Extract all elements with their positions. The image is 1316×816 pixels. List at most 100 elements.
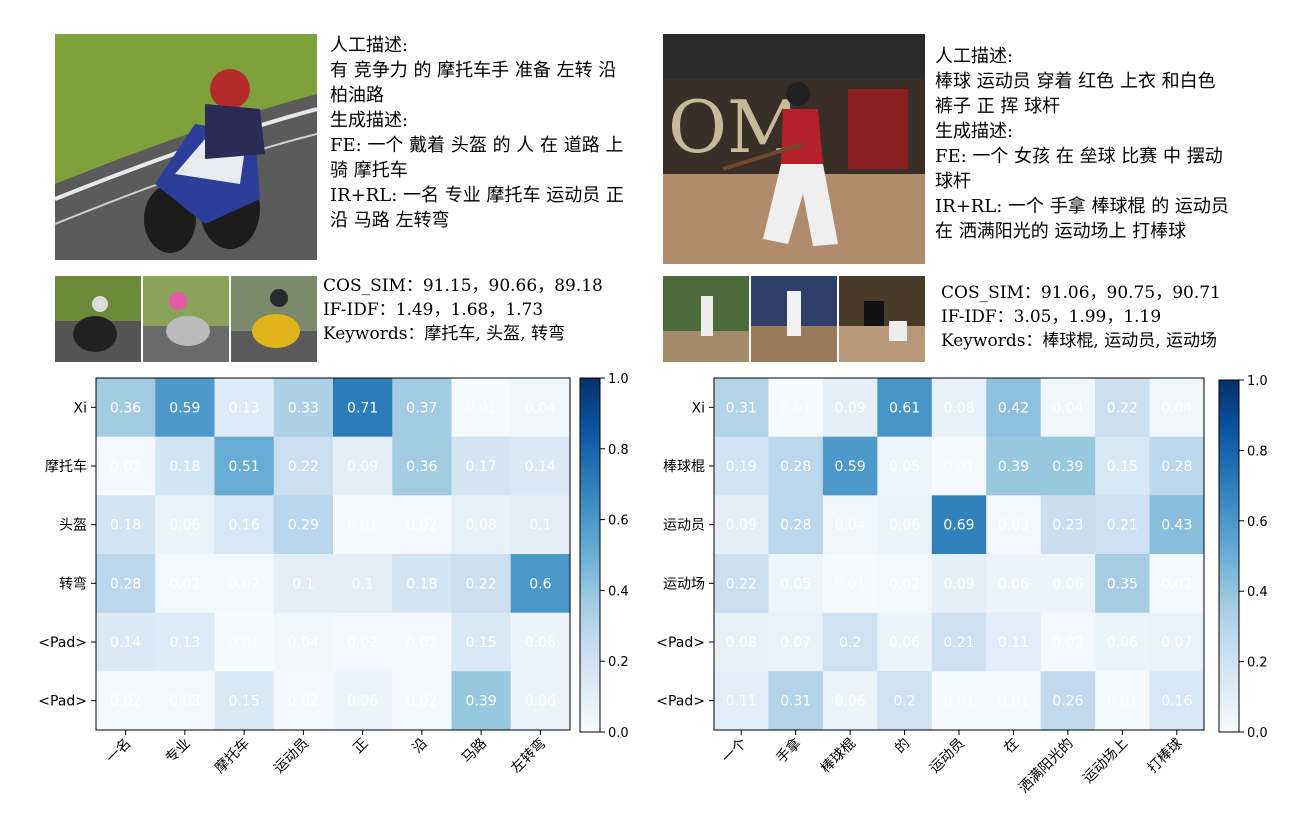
cell-value-label: 0.05 <box>889 459 920 475</box>
cell-value-label: 0.11 <box>998 635 1029 651</box>
if-idf-text: IF-IDF：1.49，1.68，1.73 <box>323 300 544 320</box>
cell-value-label: 0.51 <box>229 459 260 475</box>
cell-value-label: 0.36 <box>110 400 141 416</box>
heatmap-cell <box>768 554 824 614</box>
cell-value-label: 0.15 <box>229 694 260 710</box>
colorbar-tick-label: 0.2 <box>608 655 629 670</box>
heatmap-cell <box>510 612 571 672</box>
heatmap-cell <box>1095 671 1151 731</box>
heatmap-cell <box>392 436 452 496</box>
heatmap-cell <box>451 612 512 672</box>
cell-value-label: 0.21 <box>943 635 974 651</box>
cell-value-label: 0.01 <box>998 694 1029 710</box>
generated-line: 骑 摩托车 <box>330 160 408 181</box>
generated-line: 沿 马路 左转弯 <box>330 210 450 231</box>
heatmap-cell <box>768 495 824 555</box>
keywords-text: Keywords：摩托车, 头盔, 转弯 <box>323 324 566 344</box>
cell-value-label: 0.23 <box>1052 518 1083 534</box>
heatmap-cell <box>155 436 215 496</box>
y-tick-label: <Pad> <box>656 635 705 651</box>
cell-value-label: 0.02 <box>406 518 437 534</box>
heatmap-cell <box>1149 554 1205 614</box>
cell-value-label: 0.01 <box>466 400 497 416</box>
cell-value-label: 0.02 <box>347 635 378 651</box>
x-tick-label: 打棒球 <box>1144 735 1186 777</box>
cell-value-label: 0.29 <box>288 518 319 534</box>
heatmap-cell <box>877 495 933 555</box>
cell-value-label: 0.2 <box>839 635 861 651</box>
motorcycle-photo <box>55 34 317 260</box>
cell-value-label: 0.18 <box>406 576 437 592</box>
cell-value-label: 0.06 <box>525 635 556 651</box>
heatmap-cell <box>155 554 215 614</box>
cell-value-label: 0.02 <box>288 694 319 710</box>
heatmap-cell <box>931 671 987 731</box>
heatmap-cell <box>986 378 1042 438</box>
cell-value-label: 0.71 <box>347 400 378 416</box>
generated-label: 生成描述: <box>935 121 1014 142</box>
cell-value-label: 0.02 <box>169 576 200 592</box>
heatmap-cell <box>986 554 1042 614</box>
manual-label: 人工描述: <box>935 46 1014 67</box>
colorbar-tick-label: 0.8 <box>608 443 629 458</box>
heatmap-cell <box>392 671 452 731</box>
heatmap-cell <box>931 378 987 438</box>
heatmap-cell <box>1149 436 1205 496</box>
manual-line: 棒球 运动员 穿着 红色 上衣 和白色 <box>935 71 1216 92</box>
x-tick-label: 沿 <box>409 736 430 757</box>
heatmap-cell <box>96 612 156 672</box>
heatmap-cell <box>1040 612 1096 672</box>
y-tick-label: 转弯 <box>59 575 87 592</box>
heatmap-cell <box>931 436 987 496</box>
heatmap-cell <box>214 436 275 496</box>
heatmap-cell <box>931 554 987 614</box>
colorbar-tick-label: 0.0 <box>608 726 629 741</box>
generated-line: IR+RL: 一名 专业 摩托车 运动员 正 <box>330 185 624 206</box>
cell-value-label: 0.01 <box>943 459 974 475</box>
cell-value-label: 0.06 <box>998 576 1029 592</box>
heatmap-cell <box>822 671 878 731</box>
caption-block: 人工描述: 棒球 运动员 穿着 红色 上衣 和白色 裤子 正 挥 球杆 生成描述… <box>935 44 1229 244</box>
heatmap-cell <box>96 671 156 731</box>
cell-value-label: 0.36 <box>406 459 437 475</box>
heatmap-cell <box>155 612 215 672</box>
cell-value-label: 0.15 <box>466 635 497 651</box>
x-tick-label: 马路 <box>459 736 490 767</box>
heatmap-cell <box>768 436 824 496</box>
heatmap-cell <box>1040 378 1096 438</box>
cell-value-label: 0.06 <box>1052 576 1083 592</box>
cell-value-label: 0.08 <box>726 635 757 651</box>
cell-value-label: 0.28 <box>780 518 811 534</box>
retrieved-photo-2 <box>143 276 229 362</box>
heatmap-cell <box>214 554 275 614</box>
cell-value-label: 0.09 <box>835 400 866 416</box>
metrics-block: COS_SIM：91.15，90.66，89.18 IF-IDF：1.49，1.… <box>323 274 603 346</box>
cell-value-label: 0.22 <box>1107 400 1138 416</box>
heatmap-cell <box>96 378 156 438</box>
heatmap-cell <box>273 378 334 438</box>
heatmap-cell <box>214 378 275 438</box>
heatmap-cell <box>155 495 215 555</box>
cell-value-label: 0.04 <box>1161 400 1192 416</box>
cell-value-label: 0.08 <box>466 518 497 534</box>
metrics-block: COS_SIM：91.06，90.75，90.71 IF-IDF：3.05，1.… <box>941 281 1221 353</box>
x-tick-label: 的 <box>892 736 913 757</box>
heatmap-cell <box>392 495 452 555</box>
cell-value-label: 0.09 <box>943 576 974 592</box>
cell-value-label: 0.02 <box>110 459 141 475</box>
manual-label: 人工描述: <box>330 35 409 56</box>
heatmap-cell <box>333 495 393 555</box>
heatmap-cell <box>510 554 571 614</box>
heatmap-cell <box>273 495 334 555</box>
cell-value-label: 0.28 <box>780 459 811 475</box>
heatmap-cell <box>214 612 275 672</box>
heatmap-cell <box>822 436 878 496</box>
retrieved-photo-3 <box>231 276 317 362</box>
heatmap-cell <box>510 671 571 731</box>
colorbar-tick-label: 1.0 <box>608 372 629 387</box>
colorbar-tick-label: 0.8 <box>1247 444 1268 459</box>
heatmap-cell <box>451 495 512 555</box>
colorbar <box>579 377 601 733</box>
cell-value-label: 0.06 <box>1107 635 1138 651</box>
cell-value-label: 0.69 <box>943 518 974 534</box>
